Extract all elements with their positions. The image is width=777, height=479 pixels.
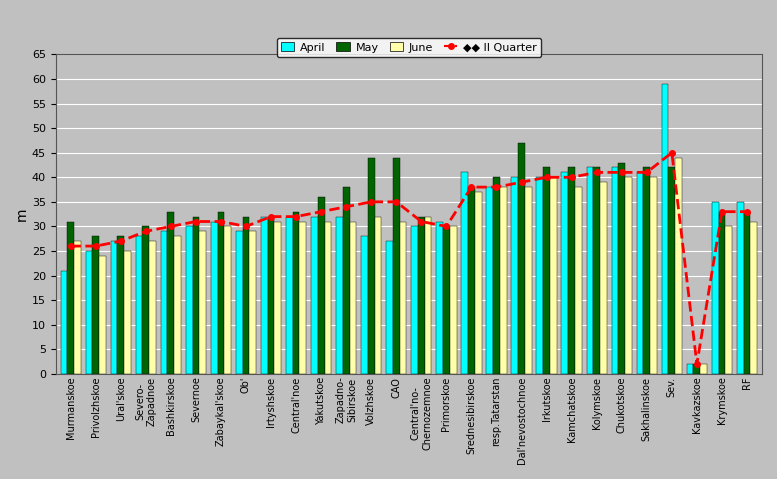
Bar [61,271,68,374]
Bar [511,177,518,374]
Bar [468,187,475,374]
Bar [399,221,406,374]
Bar [117,236,124,374]
Bar [92,236,99,374]
Bar [299,221,306,374]
Bar [318,197,325,374]
Bar [286,217,293,374]
Bar [74,241,81,374]
Bar [611,168,618,374]
Bar [418,217,425,374]
Bar [161,231,168,374]
Bar [343,187,350,374]
Bar [587,168,594,374]
Bar [325,221,331,374]
Bar [68,221,74,374]
Bar [719,212,725,374]
Bar [543,168,550,374]
Bar [493,177,500,374]
Bar [174,236,181,374]
Bar [311,217,318,374]
Bar [242,217,249,374]
Bar [687,364,694,374]
Bar [386,241,393,374]
Bar [712,202,719,374]
Bar [536,177,543,374]
Bar [618,162,625,374]
Bar [225,227,231,374]
Bar [636,172,643,374]
Bar [199,231,206,374]
Bar [568,168,575,374]
Bar [149,241,156,374]
Bar [562,172,568,374]
Bar [261,217,267,374]
Bar [600,182,607,374]
Bar [625,177,632,374]
Bar [411,227,418,374]
Bar [486,187,493,374]
Bar [525,187,531,374]
Y-axis label: m: m [15,207,29,221]
Bar [85,251,92,374]
Bar [436,221,443,374]
Bar [142,227,149,374]
Bar [694,364,700,374]
Bar [110,241,117,374]
Bar [450,227,457,374]
Bar [267,217,274,374]
Bar [744,212,751,374]
Bar [274,221,281,374]
Bar [700,364,707,374]
Bar [550,177,557,374]
Bar [675,158,682,374]
Bar [168,212,174,374]
Legend: April, May, June, ◆◆ II Quarter: April, May, June, ◆◆ II Quarter [277,38,541,57]
Bar [518,143,525,374]
Bar [336,217,343,374]
Bar [375,217,382,374]
Bar [594,168,600,374]
Bar [668,168,675,374]
Bar [218,212,225,374]
Bar [249,231,256,374]
Bar [99,256,106,374]
Bar [575,187,582,374]
Bar [737,202,744,374]
Bar [751,221,757,374]
Bar [650,177,657,374]
Bar [368,158,375,374]
Bar [725,227,732,374]
Bar [443,227,450,374]
Bar [293,212,299,374]
Bar [643,168,650,374]
Bar [236,231,242,374]
Bar [500,187,507,374]
Bar [350,221,357,374]
Bar [124,251,131,374]
Bar [186,227,193,374]
Bar [393,158,399,374]
Bar [136,236,142,374]
Bar [193,217,199,374]
Bar [662,84,668,374]
Bar [211,221,218,374]
Bar [361,236,368,374]
Bar [475,192,482,374]
Bar [425,217,431,374]
Bar [462,172,468,374]
